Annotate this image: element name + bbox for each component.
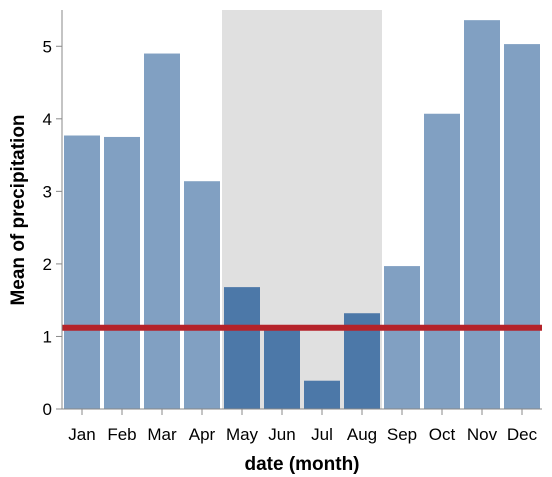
x-axis-title: date (month) [244,454,359,475]
y-tick-label-3: 3 [43,182,52,201]
x-tick-label-sep: Sep [387,425,417,444]
bar-jun[interactable] [264,328,300,409]
bars-group [64,20,540,410]
bar-jan[interactable] [64,135,100,409]
y-tick-label-0: 0 [43,400,52,419]
y-ticks-group: 0 1 2 3 4 5 [43,37,62,419]
y-axis-title: Mean of precipitation [8,114,29,305]
x-tick-label-nov: Nov [467,425,498,444]
bar-oct[interactable] [424,113,460,410]
bar-jul[interactable] [304,380,340,409]
x-tick-label-dec: Dec [507,425,538,444]
y-tick-label-4: 4 [43,110,52,129]
x-tick-label-mar: Mar [147,425,177,444]
bar-apr[interactable] [184,181,220,409]
x-tick-label-feb: Feb [107,425,136,444]
x-tick-label-oct: Oct [429,425,456,444]
y-tick-label-5: 5 [43,37,52,56]
x-tick-label-may: May [226,425,259,444]
bar-sep[interactable] [384,266,420,409]
bar-dec[interactable] [504,44,540,409]
x-tick-label-jun: Jun [268,425,295,444]
bar-feb[interactable] [104,136,140,410]
y-tick-label-2: 2 [43,255,52,274]
x-ticks-group: Jan Feb Mar Apr May Jun Jul Aug Sep Oct Nov Dec [68,409,538,444]
y-tick-label-1: 1 [43,327,52,346]
bar-mar[interactable] [144,53,180,409]
bar-nov[interactable] [464,20,500,409]
x-tick-label-aug: Aug [347,425,377,444]
x-tick-label-apr: Apr [189,425,216,444]
x-tick-label-jul: Jul [311,425,333,444]
x-tick-label-jan: Jan [68,425,95,444]
bar-may[interactable] [224,287,260,409]
